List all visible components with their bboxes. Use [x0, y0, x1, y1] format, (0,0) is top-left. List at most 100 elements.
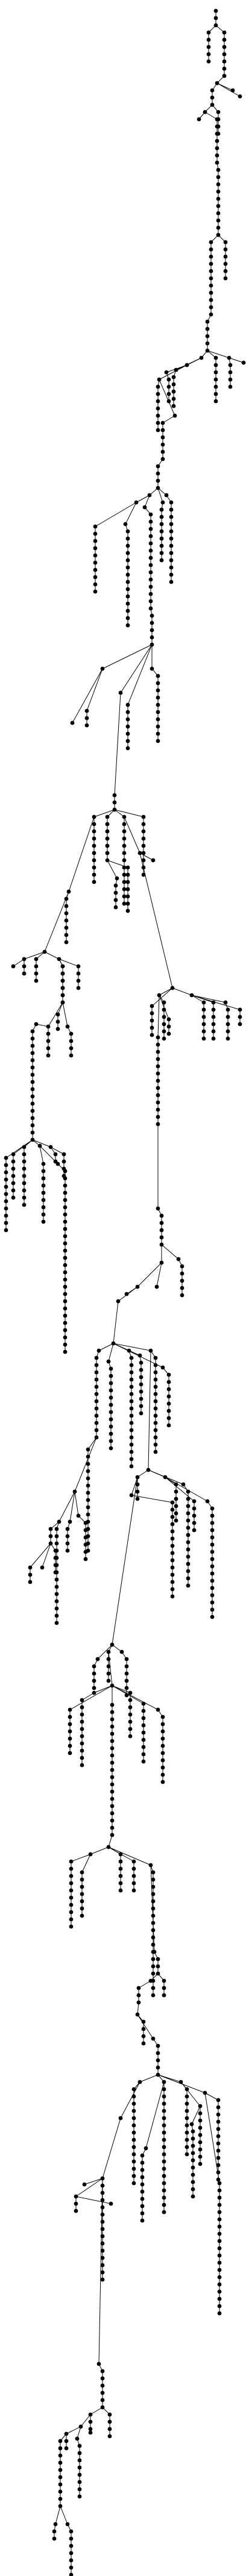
- tree-node: [189, 2122, 194, 2127]
- tree-node: [148, 534, 153, 539]
- tree-node: [139, 1404, 144, 1408]
- tree-node: [125, 739, 130, 743]
- tree-node: [156, 399, 160, 404]
- tree-node: [86, 1447, 90, 1452]
- tree-node: [201, 1022, 206, 1027]
- tree-node: [68, 1743, 72, 1748]
- tree-node: [186, 1518, 191, 1523]
- tree-node: [210, 1615, 215, 1619]
- tree-edge: [13, 958, 25, 967]
- tree-node: [118, 1866, 123, 1871]
- tree-node: [62, 1152, 66, 1157]
- tree-node: [76, 1513, 81, 1518]
- tree-node: [129, 1363, 134, 1368]
- tree-node: [93, 567, 98, 572]
- tree-node: [86, 1505, 90, 1510]
- tree-node: [129, 1464, 134, 1469]
- tree-node: [109, 1366, 113, 1371]
- tree-node: [105, 858, 110, 863]
- tree-node: [109, 1417, 113, 1422]
- tree-node: [80, 1870, 84, 1875]
- tree-node: [191, 2129, 195, 2134]
- tree-node: [129, 1457, 134, 1462]
- tree-node: [100, 2176, 105, 2181]
- tree-node: [65, 1541, 70, 1546]
- tree-node: [4, 1184, 8, 1189]
- tree-node: [4, 1155, 8, 1160]
- tree-node: [151, 1986, 156, 1990]
- tree-node: [216, 2105, 221, 2110]
- tree-node: [30, 1123, 35, 1128]
- tree-node: [109, 1395, 113, 1400]
- tree-node: [223, 247, 228, 252]
- tree-node: [42, 949, 47, 954]
- tree-node: [198, 2162, 203, 2166]
- tree-node: [216, 110, 221, 114]
- tree-node: [148, 527, 153, 531]
- tree-node: [191, 2158, 195, 2163]
- tree-node: [68, 1707, 72, 1712]
- tree-node: [186, 1511, 191, 1516]
- tree-node: [217, 2246, 222, 2251]
- tree-node: [54, 1527, 59, 1531]
- tree-node: [140, 2153, 145, 2158]
- tree-node: [100, 2277, 105, 2282]
- tree-node: [156, 1114, 160, 1119]
- tree-node: [206, 37, 211, 42]
- tree-node: [94, 1399, 99, 1404]
- tree-node: [162, 2181, 166, 2186]
- tree-node: [69, 1917, 74, 1922]
- tree-node: [11, 1152, 16, 1157]
- tree-node: [100, 2398, 105, 2402]
- tree-node: [83, 1549, 88, 1554]
- tree-node: [110, 1642, 115, 1647]
- tree-edge: [131, 1477, 138, 1496]
- tree-node: [77, 2494, 82, 2499]
- tree-node: [140, 2204, 145, 2209]
- tree-edge: [87, 1437, 97, 1450]
- tree-node: [128, 1719, 133, 1724]
- tree-node: [63, 1183, 68, 1188]
- tree-edge: [68, 816, 95, 892]
- tree-edge: [81, 1854, 91, 1873]
- tree-node: [122, 887, 127, 892]
- tree-node: [118, 1874, 123, 1878]
- tree-node: [156, 702, 160, 707]
- tree-node: [139, 1396, 144, 1401]
- tree-node: [140, 2196, 145, 2201]
- tree-node: [110, 1760, 115, 1765]
- tree-node: [216, 189, 221, 194]
- tree-node: [63, 1306, 68, 1311]
- tree-node: [184, 2101, 189, 2106]
- tree-edge: [108, 1343, 114, 1362]
- tree-node: [95, 1657, 100, 1662]
- tree-node: [100, 2383, 105, 2388]
- tree-node: [153, 1406, 158, 1411]
- tree-node: [105, 829, 110, 834]
- tree-node: [150, 635, 154, 640]
- tree-node: [22, 1202, 27, 1207]
- tree-node: [153, 1435, 158, 1440]
- tree-node: [62, 1159, 66, 1164]
- tree-node: [52, 2536, 57, 2541]
- tree-node: [74, 2194, 78, 2199]
- tree-node: [209, 305, 213, 310]
- tree-node: [151, 858, 156, 863]
- tree-node: [41, 1190, 46, 1195]
- tree-node: [198, 2111, 203, 2116]
- tree-node: [198, 2104, 203, 2109]
- tree-node: [63, 1219, 68, 1224]
- tree-node: [210, 1528, 215, 1533]
- tree-node: [223, 276, 228, 281]
- tree-node: [153, 1442, 158, 1447]
- tree-node: [46, 1024, 51, 1029]
- tree-node: [217, 2224, 222, 2229]
- tree-node: [198, 2140, 203, 2145]
- tree-node: [80, 1712, 84, 1717]
- tree-node: [125, 565, 130, 570]
- tree-node: [41, 1198, 46, 1202]
- tree-node: [110, 1811, 115, 1816]
- tree-node: [148, 599, 153, 604]
- tree-node: [216, 225, 221, 230]
